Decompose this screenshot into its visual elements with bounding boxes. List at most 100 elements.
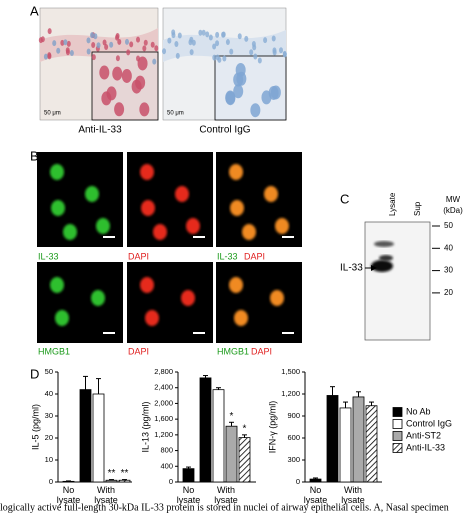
bar	[182, 468, 195, 483]
bar	[309, 478, 322, 483]
nucleus	[85, 186, 99, 202]
significance-mark: **	[108, 468, 116, 479]
nucleus	[112, 66, 123, 81]
x-tick-label: With lysate	[94, 485, 118, 505]
legend-label: Anti-IL-33	[406, 442, 445, 452]
nucleus	[52, 40, 57, 47]
channel-label: HMGB1	[217, 346, 249, 356]
y-tick-label: 1,600	[154, 414, 173, 423]
channel-label: DAPI	[251, 346, 272, 356]
nucleus	[175, 186, 189, 202]
y-tick-label: 300	[287, 455, 300, 464]
nucleus	[171, 32, 176, 39]
bar	[238, 437, 251, 483]
nucleus	[201, 29, 206, 36]
nucleus	[212, 43, 217, 50]
y-axis-title: IFN-γ (pg/ml)	[267, 401, 277, 454]
channel-label: IL-33	[217, 251, 238, 261]
y-tick-label: 0	[296, 477, 300, 486]
y-tick-label: 20	[45, 433, 53, 442]
legend-label: Control IgG	[406, 418, 452, 428]
y-tick-label: 2,000	[154, 398, 173, 407]
nucleus	[225, 90, 236, 105]
nucleus	[230, 200, 244, 216]
nucleus	[275, 218, 289, 234]
bar	[199, 377, 212, 483]
legend-swatch	[392, 407, 403, 417]
fluorescence-images	[37, 152, 302, 343]
nucleus	[91, 290, 105, 306]
nucleus	[162, 48, 167, 55]
legend-swatch	[392, 419, 403, 429]
legend-swatch	[392, 443, 403, 453]
nucleus	[115, 55, 120, 62]
nucleus	[129, 41, 134, 48]
significance-mark: **	[121, 468, 129, 479]
channel-label: HMGB1	[38, 346, 70, 356]
nucleus	[250, 103, 261, 118]
nucleus	[124, 38, 129, 45]
nucleus	[175, 52, 180, 59]
nucleus	[90, 32, 95, 39]
nucleus	[249, 49, 254, 56]
nucleus	[141, 200, 155, 216]
nucleus	[47, 28, 52, 35]
nucleus	[65, 49, 70, 56]
y-tick-label: 0	[169, 477, 173, 486]
legend-label: No Ab	[406, 406, 431, 416]
x-tick-label: No lysate	[56, 485, 81, 505]
nucleus	[257, 57, 262, 64]
band-label: IL-33	[340, 263, 363, 274]
y-axis-title: IL-5 (pg/ml)	[30, 404, 40, 450]
nucleus	[234, 310, 248, 326]
nucleus	[86, 48, 91, 55]
y-tick-label: 30	[45, 411, 53, 420]
nucleus	[135, 75, 146, 90]
nucleus	[145, 310, 159, 326]
nucleus	[91, 54, 96, 61]
bar	[92, 393, 105, 483]
y-tick-label: 1,200	[154, 430, 173, 439]
nucleus	[253, 53, 258, 60]
nucleus	[282, 51, 287, 58]
nucleus	[270, 85, 281, 100]
nucleus	[55, 310, 69, 326]
channel-label: DAPI	[128, 251, 149, 261]
nucleus	[38, 37, 43, 44]
nucleus	[99, 65, 110, 80]
significance-mark: *	[230, 411, 234, 422]
y-tick-label: 2,400	[154, 383, 173, 392]
nucleus	[51, 200, 65, 216]
nucleus	[140, 277, 154, 293]
bar	[79, 389, 92, 483]
nucleus	[264, 186, 278, 202]
nucleus	[96, 42, 101, 49]
nucleus	[242, 224, 256, 240]
image-background	[216, 262, 302, 343]
image-background	[37, 152, 123, 247]
channel-label: DAPI	[128, 346, 149, 356]
bar	[326, 395, 339, 483]
mw-title: MW	[446, 195, 461, 204]
lane-label: Lysate	[388, 192, 397, 216]
western-blot	[364, 221, 431, 341]
nucleus	[66, 40, 71, 47]
y-tick-label: 1,200	[281, 389, 300, 398]
nucleus	[136, 36, 141, 43]
nucleus	[252, 44, 257, 51]
panel-label: A	[30, 3, 39, 18]
panel-label: B	[30, 148, 39, 163]
nucleus	[215, 31, 220, 38]
mw-tick-label: 20	[444, 288, 453, 297]
nucleus	[126, 49, 131, 56]
scale-bar-label: 50 μm	[44, 111, 61, 117]
nucleus	[174, 41, 179, 48]
panel-label: C	[340, 191, 349, 206]
y-tick-label: 10	[45, 455, 53, 464]
x-tick-label: No lysate	[176, 485, 201, 505]
nucleus	[117, 38, 122, 45]
nucleus	[270, 290, 284, 306]
bar	[365, 405, 378, 483]
